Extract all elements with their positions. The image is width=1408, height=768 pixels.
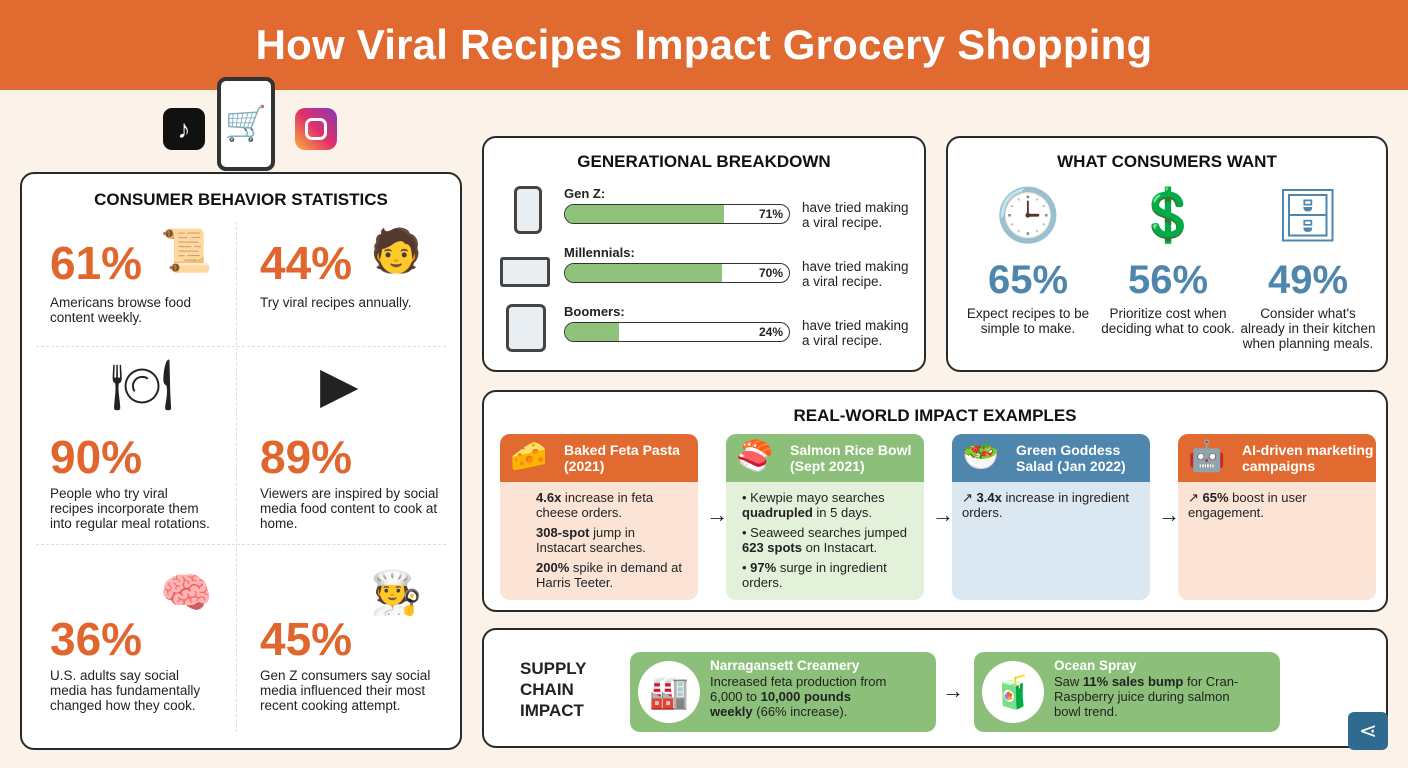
- arrow-icon: →: [942, 678, 964, 703]
- tablet-icon: [506, 304, 546, 352]
- impact-line: • Kewpie mayo searches quadrupled in 5 d…: [742, 490, 885, 520]
- phone-cart-icon: 🛒: [217, 77, 275, 171]
- impact-line: 308-spot jump in Instacart searches.: [536, 525, 646, 555]
- impact-card-header: 🤖 AI-driven marketing campaigns: [1178, 434, 1376, 482]
- brain-chef-icon: 🧠: [160, 569, 213, 616]
- stat-description: People who try viral recipes incorporate…: [50, 486, 210, 531]
- generation-text: have tried making a viral recipe.: [802, 200, 909, 230]
- arrow-icon: →: [932, 502, 954, 527]
- stat-description: Try viral recipes annually.: [260, 295, 412, 310]
- supply-card-text: Increased feta production from 6,000 to …: [710, 674, 887, 719]
- stat-value: 36%: [50, 613, 143, 665]
- impact-card-title: Green Goddess Salad (Jan 2022): [1016, 442, 1126, 474]
- generation-text: have tried making a viral recipe.: [802, 259, 909, 289]
- impact-card: 🍣 Salmon Rice Bowl (Sept 2021) • Kewpie m…: [726, 434, 924, 600]
- stat-value: 90%: [50, 431, 143, 483]
- stat-value: 44%: [260, 237, 353, 289]
- impact-card-title: Baked Feta Pasta (2021): [564, 442, 680, 474]
- generation-label: Millennials:: [564, 245, 635, 260]
- want-text: Consider what's already in their kitchen…: [1240, 306, 1376, 351]
- consumer-stats-panel: CONSUMER BEHAVIOR STATISTICS 61% 📜 Ameri…: [20, 172, 462, 750]
- supply-card-icon: 🏭: [638, 661, 700, 723]
- stat-description: Gen Z consumers say social media influen…: [260, 668, 431, 713]
- want-text: Prioritize cost when deciding what to co…: [1101, 306, 1235, 336]
- stat-value: 89%: [260, 431, 353, 483]
- stat-description: Viewers are inspired by social media foo…: [260, 486, 439, 531]
- stat-description: Americans browse food content weekly.: [50, 295, 192, 325]
- supply-card-title: Narragansett Creamery: [710, 658, 860, 673]
- tiktok-icon: ♪: [163, 108, 205, 150]
- consumer-stats-title: CONSUMER BEHAVIOR STATISTICS: [94, 190, 388, 209]
- generation-bar: 70%: [564, 263, 790, 283]
- supply-card-icon: 🧃: [982, 661, 1044, 723]
- impact-card: 🤖 AI-driven marketing campaigns ↗ 65% boo…: [1178, 434, 1376, 600]
- page-title: How Viral Recipes Impact Grocery Shoppin…: [255, 21, 1153, 68]
- laptop-icon: [500, 257, 550, 287]
- dollar-cart-icon: 💲: [1135, 187, 1201, 245]
- generation-bar: 71%: [564, 204, 790, 224]
- arrow-icon: →: [1158, 502, 1180, 527]
- supply-card-text: Saw 11% sales bump for Cran-Raspberry ju…: [1054, 674, 1239, 719]
- generation-percent: 71%: [758, 207, 783, 221]
- video-bag-icon: ▶: [320, 357, 359, 413]
- supply-card: 🧃 Ocean Spray Saw 11% sales bump for Cra…: [974, 652, 1280, 732]
- impact-card-title: Salmon Rice Bowl (Sept 2021): [790, 442, 912, 474]
- impact-line: ↗ 65% boost in user engagement.: [1188, 490, 1307, 520]
- impact-card-title: AI-driven marketing campaigns: [1242, 442, 1374, 474]
- impact-line: • 97% surge in ingredient orders.: [742, 560, 887, 590]
- impact-card: 🧀 Baked Feta Pasta (2021) 4.6x increase i…: [500, 434, 698, 600]
- supply-panel: SUPPLY CHAIN IMPACT 🏭 Narragansett Cream…: [482, 628, 1388, 748]
- impact-title: REAL-WORLD IMPACT EXAMPLES: [793, 406, 1077, 425]
- scroll-eye-icon: 📜: [160, 227, 213, 274]
- impact-line: • Seaweed searches jumped 623 spots on I…: [742, 525, 907, 555]
- impact-line: ↗ 3.4x increase in ingredient orders.: [962, 490, 1130, 520]
- person-eating-icon: 🧑: [370, 227, 423, 274]
- clock-whisk-icon: 🕒: [995, 187, 1061, 245]
- supply-card-title: Ocean Spray: [1054, 658, 1137, 673]
- impact-card-header: 🧀 Baked Feta Pasta (2021): [500, 434, 698, 482]
- stat-value: 61%: [50, 237, 143, 289]
- generation-label: Boomers:: [564, 304, 625, 319]
- impact-card-header: 🥗 Green Goddess Salad (Jan 2022): [952, 434, 1150, 482]
- impact-card-icon: 🥗: [962, 440, 1000, 473]
- wants-title: WHAT CONSUMERS WANT: [1057, 152, 1277, 171]
- want-value: 65%: [987, 258, 1069, 302]
- impact-card-icon: 🍣: [736, 440, 774, 473]
- impact-card-icon: 🧀: [510, 440, 548, 473]
- person-spatula-icon: 🧑‍🍳: [370, 569, 423, 616]
- pantry-shelf-icon: 🗄: [1274, 187, 1341, 245]
- generational-panel: GENERATIONAL BREAKDOWN Gen Z: 71% have t…: [482, 136, 926, 372]
- generational-title: GENERATIONAL BREAKDOWN: [577, 152, 831, 171]
- instagram-icon: [295, 108, 337, 150]
- generation-text: have tried making a viral recipe.: [802, 318, 909, 348]
- stat-description: U.S. adults say social media has fundame…: [50, 668, 201, 713]
- impact-line: 200% spike in demand at Harris Teeter.: [536, 560, 682, 590]
- phone-icon: [514, 186, 542, 234]
- generation-percent: 70%: [758, 266, 783, 280]
- generation-bar: 24%: [564, 322, 790, 342]
- plate-calendar-icon: 🍽: [110, 357, 174, 413]
- want-text: Expect recipes to be simple to make.: [966, 306, 1090, 336]
- impact-card-header: 🍣 Salmon Rice Bowl (Sept 2021): [726, 434, 924, 482]
- stat-value: 45%: [260, 613, 353, 665]
- impact-line: 4.6x increase in feta cheese orders.: [536, 490, 654, 520]
- want-value: 56%: [1127, 258, 1209, 302]
- impact-card: 🥗 Green Goddess Salad (Jan 2022) ↗ 3.4x i…: [952, 434, 1150, 600]
- header: How Viral Recipes Impact Grocery Shoppin…: [0, 0, 1408, 90]
- generation-percent: 24%: [758, 325, 783, 339]
- want-value: 49%: [1267, 258, 1349, 302]
- supply-card: 🏭 Narragansett Creamery Increased feta p…: [630, 652, 936, 732]
- supply-title: SUPPLY CHAIN IMPACT: [520, 659, 587, 720]
- share-button[interactable]: ⋖: [1348, 712, 1388, 750]
- arrow-icon: →: [706, 502, 728, 527]
- generation-label: Gen Z:: [564, 186, 606, 201]
- impact-card-icon: 🤖: [1188, 440, 1226, 473]
- impact-panel: REAL-WORLD IMPACT EXAMPLES 🧀 Baked Feta P…: [482, 390, 1388, 612]
- wants-panel: WHAT CONSUMERS WANT 🕒 65% Expect recipes…: [946, 136, 1388, 372]
